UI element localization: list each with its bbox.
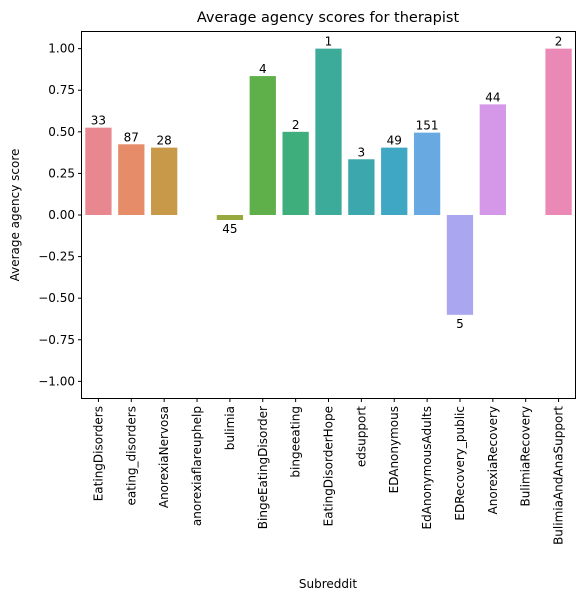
data-label: 2 xyxy=(292,118,300,132)
y-tick-label: −1.00 xyxy=(38,374,75,388)
data-label: 28 xyxy=(157,134,172,148)
bar xyxy=(282,132,308,215)
x-tick-label: EDRecovery_public xyxy=(453,406,467,521)
data-label: 2 xyxy=(555,35,563,49)
y-tick-label: 1.00 xyxy=(48,42,75,56)
data-label: 45 xyxy=(222,222,237,236)
y-tick-label: −0.25 xyxy=(38,250,75,264)
plot-area: 33 87 28 45 4 2 1 3 49 151 5 44 2 xyxy=(85,35,571,331)
x-tick-label: AnorexiaRecovery xyxy=(486,406,500,514)
x-tick-label: edsupport xyxy=(354,406,368,467)
y-tick-label: 0.00 xyxy=(48,208,75,222)
bar xyxy=(414,133,440,215)
bar xyxy=(348,159,374,215)
x-tick-label: EDAnonymous xyxy=(387,406,401,493)
bar xyxy=(250,76,276,215)
data-label: 49 xyxy=(387,134,402,148)
bar xyxy=(480,104,506,215)
x-axis-label: Subreddit xyxy=(299,577,357,591)
y-axis-label: Average agency score xyxy=(8,149,22,282)
x-tick-label: EdAnonymousAdults xyxy=(420,406,434,529)
x-tick-label: bingeeating xyxy=(289,406,303,478)
bar xyxy=(381,148,407,215)
data-label: 44 xyxy=(485,90,500,104)
x-tick-label: BulimiaAndAnaSupport xyxy=(552,406,566,545)
y-tick-label: −0.75 xyxy=(38,333,75,347)
y-tick-label: 0.75 xyxy=(48,83,75,97)
x-tick-label: EatingDisorderHope xyxy=(322,406,336,526)
y-tick-label: 0.50 xyxy=(48,125,75,139)
y-tick-label: −0.50 xyxy=(38,291,75,305)
chart-title: Average agency scores for therapist xyxy=(197,10,460,26)
x-tick-label: bulimia xyxy=(223,406,237,450)
data-label: 3 xyxy=(358,145,366,159)
data-label: 87 xyxy=(124,130,139,144)
bar xyxy=(545,49,571,215)
x-tick-label: EatingDisorders xyxy=(91,406,105,501)
x-tick-label: AnorexiaNervosa xyxy=(157,406,171,508)
x-tick-label: anorexiaflareuphelp xyxy=(190,406,204,526)
bar xyxy=(217,215,243,220)
x-tick-label: eating_disorders xyxy=(124,406,138,505)
x-tick-label: BulimiaRecovery xyxy=(519,406,533,507)
bar xyxy=(85,128,111,215)
bar xyxy=(118,144,144,215)
data-label: 33 xyxy=(91,114,106,128)
data-label: 5 xyxy=(456,317,464,331)
x-tick-label: BingeEatingDisorder xyxy=(256,406,270,529)
bar xyxy=(151,148,177,215)
bar xyxy=(447,215,473,315)
bar xyxy=(315,49,341,215)
data-label: 4 xyxy=(259,62,267,76)
data-label: 1 xyxy=(325,35,333,49)
y-tick-label: 0.25 xyxy=(48,166,75,180)
data-label: 151 xyxy=(416,119,439,133)
